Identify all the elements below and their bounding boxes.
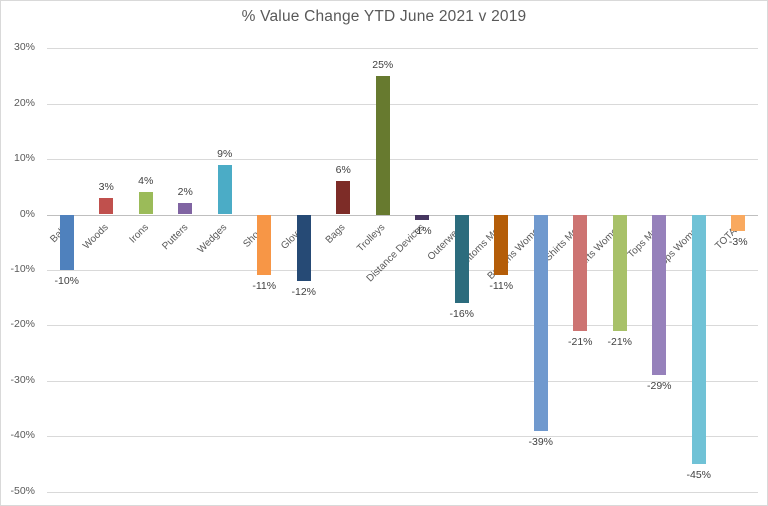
gridline [47, 491, 758, 493]
value-label-trolleys: 25% [372, 59, 394, 71]
gridline [47, 103, 758, 105]
y-axis-tick-label: 20% [13, 96, 35, 109]
value-label-bottoms-women: -39% [528, 435, 553, 448]
x-axis-zero-line [47, 214, 758, 216]
bar-putters [178, 203, 193, 215]
category-label-irons: Irons [127, 221, 151, 246]
gridline [47, 269, 758, 271]
category-label-putters: Putters [159, 221, 191, 252]
bar-shoes [257, 214, 272, 276]
y-axis-tick-label: -20% [10, 318, 35, 331]
gridline [47, 436, 758, 438]
value-label-tops-women: -45% [686, 468, 711, 481]
value-label-balls: -10% [54, 274, 79, 287]
category-label-bags: Bags [324, 221, 349, 246]
value-label-shoes: -11% [252, 280, 277, 293]
bar-shirts-men [573, 214, 588, 331]
category-label-wedges: Wedges [195, 221, 230, 256]
bar-outerwear [454, 214, 469, 304]
value-label-woods: 3% [98, 180, 114, 193]
chart-title: % Value Change YTD June 2021 v 2019 [241, 8, 527, 25]
y-axis-tick-label: -30% [10, 373, 35, 386]
y-axis-tick-label: 0% [19, 207, 35, 220]
value-label-shirts-women: -21% [607, 335, 632, 348]
bar-bottoms-women [533, 214, 548, 431]
category-label-trolleys: Trolleys [355, 221, 388, 254]
bar-bottoms-men [494, 214, 509, 276]
bar-irons [138, 192, 153, 215]
value-label-bottoms-men: -11% [489, 280, 514, 293]
bar-trolleys [375, 76, 390, 215]
y-axis-tick-label: 30% [13, 41, 35, 54]
bar-balls [59, 214, 74, 270]
gridline [47, 325, 758, 327]
bar-woods [99, 197, 114, 215]
bar-tops-women [691, 214, 706, 464]
value-label-wedges: 9% [217, 147, 233, 160]
bar-gloves [296, 214, 311, 281]
value-label-gloves: -12% [291, 285, 316, 298]
value-label-tops-men: -29% [646, 380, 672, 393]
bar-tops-men [652, 214, 667, 376]
bar-distance-devices [415, 214, 430, 221]
bar-wedges [217, 164, 232, 215]
bar-bags [336, 181, 351, 215]
value-label-outerwear: -16% [449, 308, 474, 321]
value-label-irons: 4% [138, 175, 154, 188]
value-label-distance-devices: -1% [412, 225, 432, 238]
gridline [47, 159, 758, 161]
value-label-putters: 2% [177, 186, 193, 199]
bar-total [731, 214, 746, 232]
category-label-woods: Woods [81, 221, 112, 252]
y-axis-tick-label: -50% [10, 484, 35, 497]
gridline [47, 48, 758, 50]
y-axis-tick-label: 10% [13, 152, 35, 165]
gridline [47, 380, 758, 382]
y-axis-tick-label: -10% [10, 262, 35, 275]
value-label-total: -3% [728, 236, 748, 249]
y-axis-tick-label: -40% [10, 429, 35, 442]
value-label-bags: 6% [335, 164, 351, 177]
bar-shirts-women [612, 214, 627, 331]
value-label-shirts-men: -21% [567, 335, 593, 348]
